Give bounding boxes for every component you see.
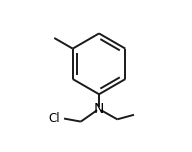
Text: N: N (94, 102, 104, 116)
Text: Cl: Cl (49, 112, 60, 125)
